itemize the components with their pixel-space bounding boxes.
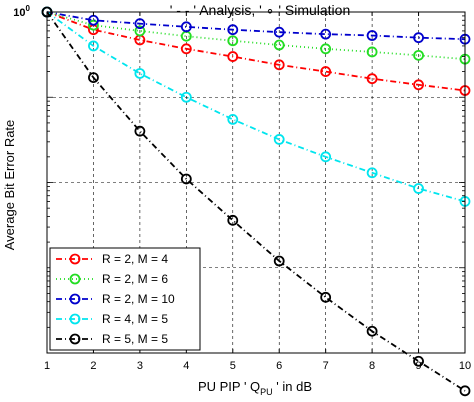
data-point — [413, 79, 424, 91]
legend-label: R = 5, M = 5 — [102, 332, 168, 346]
data-point — [273, 26, 285, 38]
x-tick-label: 4 — [183, 360, 189, 372]
y-axis-label: Average Bit Error Rate — [2, 120, 17, 251]
series-r-2-m-4 — [41, 6, 471, 96]
y-tick-label: 100 — [13, 4, 30, 19]
x-tick-label: 7 — [323, 360, 329, 372]
legend-marker — [69, 293, 81, 305]
legend-label: R = 2, M = 10 — [102, 292, 175, 306]
data-point — [180, 21, 192, 33]
x-axis-label-tail: ' in dB — [273, 379, 312, 394]
x-axis-label-main: PU PIP ' Q — [198, 379, 260, 394]
data-point — [366, 30, 378, 41]
x-axis-label-subscript: PU — [260, 387, 273, 397]
data-point — [366, 73, 378, 85]
data-point — [366, 46, 378, 58]
x-tick-label: 5 — [230, 360, 236, 372]
series-r-4-m-5 — [41, 6, 471, 207]
legend-label: R = 2, M = 4 — [102, 252, 168, 266]
series-line — [46, 11, 466, 392]
data-point — [273, 255, 285, 267]
x-tick-label: 9 — [415, 360, 421, 372]
series-line — [46, 11, 466, 41]
data-point — [134, 18, 146, 30]
x-tick-label: 10 — [459, 360, 471, 372]
data-point — [366, 325, 378, 337]
axis-ticks: 1 2 3 4 5 6 7 8 9 10 — [44, 12, 471, 372]
data-point — [88, 19, 99, 31]
x-tick-label: 2 — [90, 360, 96, 372]
chart-title: ' - - ' Analysis, ' ∘ ' Simulation — [170, 2, 351, 18]
data-point — [88, 40, 99, 52]
data-point — [320, 66, 332, 77]
data-point — [134, 68, 146, 79]
data-point — [320, 43, 332, 55]
data-point — [459, 385, 471, 397]
data-point — [320, 28, 332, 40]
legend-label: R = 2, M = 6 — [102, 272, 168, 286]
legend-marker — [69, 333, 81, 345]
legend-label: R = 4, M = 5 — [102, 312, 168, 326]
data-point — [413, 183, 424, 194]
legend-marker — [69, 273, 81, 285]
series-line — [46, 11, 466, 92]
data-point — [180, 91, 192, 103]
x-tick-label: 8 — [369, 360, 375, 372]
data-point — [227, 113, 239, 125]
data-point — [227, 214, 239, 226]
data-point — [273, 39, 285, 51]
data-point — [273, 59, 285, 71]
data-point — [413, 49, 424, 61]
data-point — [320, 291, 332, 303]
legend-marker — [69, 313, 81, 325]
series-line — [46, 11, 466, 203]
data-point — [366, 167, 378, 179]
data-point — [88, 72, 99, 84]
data-point — [320, 151, 332, 163]
x-tick-label: 1 — [44, 360, 50, 372]
x-tick-label: 3 — [137, 360, 143, 372]
series-line — [46, 11, 466, 61]
data-point — [180, 43, 192, 55]
legend: R = 2, M = 4 R = 2, M = 6 R = 2, M = 10 R =… — [49, 247, 201, 351]
y-tick-base: 10 — [13, 7, 25, 19]
data-point — [227, 35, 239, 47]
y-tick-exponent: 0 — [26, 4, 31, 13]
data-point — [227, 51, 239, 62]
data-point — [134, 125, 146, 137]
x-tick-label: 6 — [276, 360, 282, 372]
data-point — [413, 32, 424, 44]
data-point — [273, 134, 285, 145]
data-point — [227, 24, 239, 36]
data-point — [180, 173, 192, 185]
x-axis-label: PU PIP ' QPU ' in dB — [198, 379, 312, 397]
legend-marker — [69, 253, 81, 265]
data-point — [134, 25, 146, 37]
data-point — [413, 355, 424, 367]
